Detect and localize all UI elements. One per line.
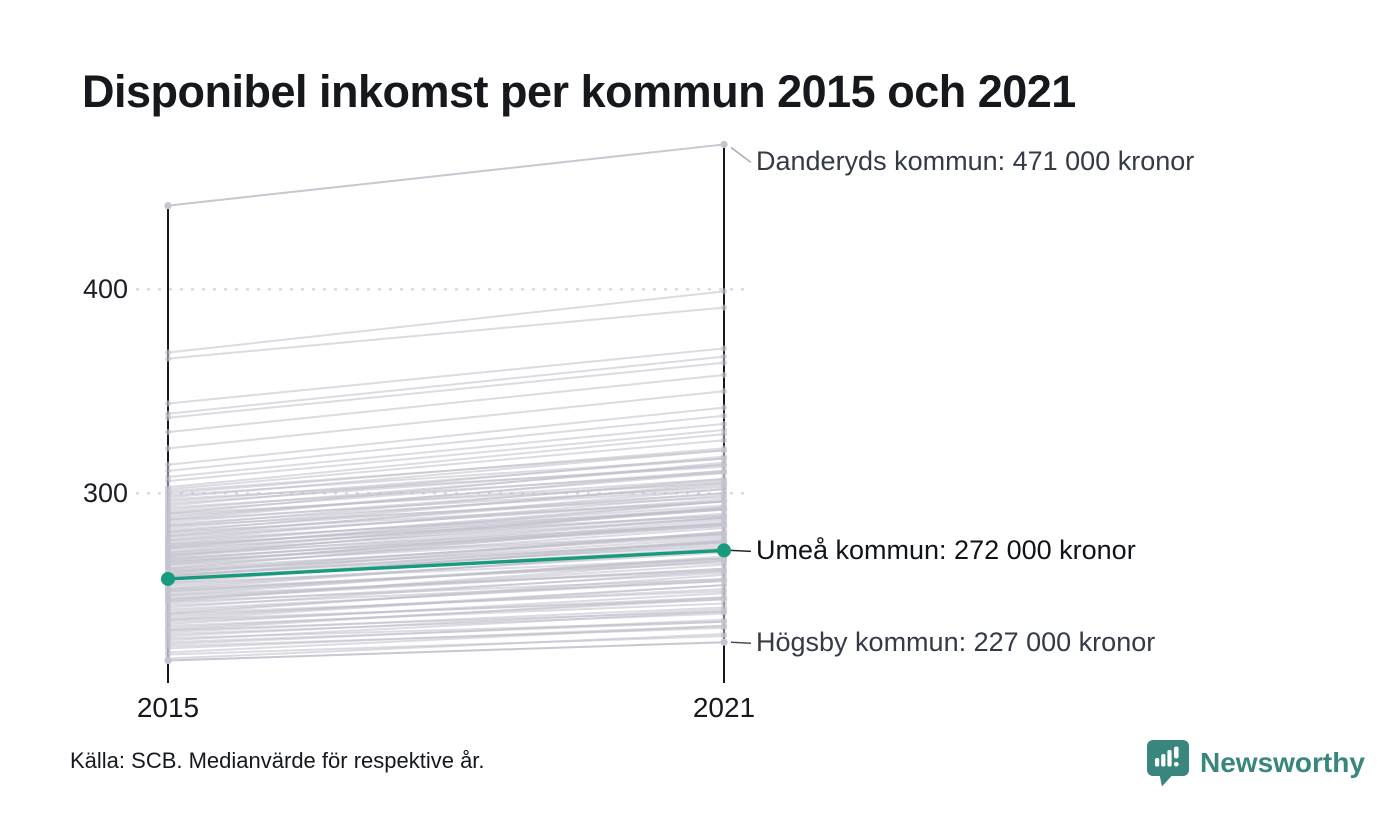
series-labeled [164,140,728,210]
newsworthy-logo[interactable]: Newsworthy [1146,739,1365,787]
annotation-danderyd: Danderyds kommun: 471 000 kronor [756,146,1195,177]
annotation-connector [730,641,752,644]
series-highlight [161,543,731,586]
annotation-hogsby: Högsby kommun: 227 000 kronor [756,627,1156,658]
y-axis-tick-300: 300 [82,478,128,509]
newsworthy-wordmark: Newsworthy [1200,747,1365,778]
x-axis-label-2021: 2021 [692,692,756,723]
series-labeled [164,638,728,665]
annotation-umea: Umeå kommun: 272 000 kronor [756,535,1136,566]
annotation-connector [730,146,752,164]
background-lines [164,288,728,662]
newsworthy-logo-icon [1146,739,1190,787]
y-axis-tick-400: 400 [82,274,128,305]
annotation-connector [730,549,752,553]
chart-title: Disponibel inkomst per kommun 2015 och 2… [82,66,1076,117]
source-note: Källa: SCB. Medianvärde för respektive å… [70,748,485,773]
x-axis-label-2015: 2015 [136,692,200,723]
